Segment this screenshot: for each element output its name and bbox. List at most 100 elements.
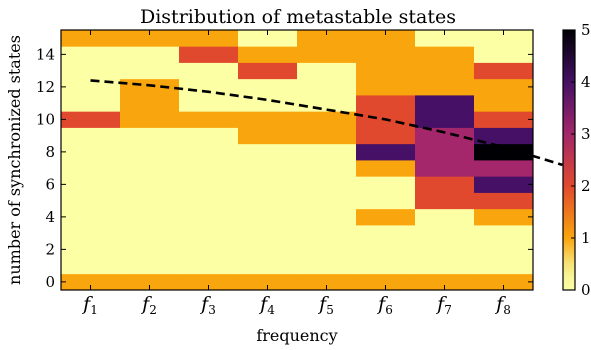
heatmap-cell [238, 30, 298, 47]
heatmap-cell [297, 241, 357, 258]
heatmap-cell [356, 160, 416, 177]
heatmap-cell [415, 78, 475, 96]
heatmap-cell [61, 46, 121, 63]
heatmap-cell [474, 62, 534, 80]
heatmap-cell [474, 30, 534, 47]
y-axis-label: number of synchronized states [5, 35, 24, 285]
heatmap-cell [474, 208, 534, 226]
x-tick-label: f1 [81, 293, 98, 317]
heatmap-cell [297, 160, 357, 177]
heatmap-cell [238, 78, 298, 96]
heatmap-cell [238, 192, 298, 210]
heatmap-cell [61, 160, 121, 177]
heatmap-cell [297, 143, 357, 161]
heatmap-cell [356, 241, 416, 258]
x-tick-label: f2 [140, 293, 157, 317]
x-tick-label: f8 [494, 293, 511, 317]
heatmap-cell [415, 225, 475, 242]
heatmap-cell [356, 143, 416, 161]
heatmap-cell [238, 111, 298, 128]
heatmap-cell [179, 241, 239, 258]
y-tick-label: 10 [36, 110, 55, 128]
heatmap-cell [61, 208, 121, 226]
heatmap-cell [120, 257, 180, 275]
heatmap-cell [415, 273, 475, 291]
heatmap-cell [179, 46, 239, 63]
heatmap-cell [356, 78, 416, 96]
heatmap-cell [297, 176, 357, 193]
heatmap-cell [61, 30, 121, 47]
heatmap-cell [238, 143, 298, 161]
heatmap-cell [120, 192, 180, 210]
heatmap-cell [179, 143, 239, 161]
heatmap-cell [120, 127, 180, 145]
heatmap-cell [474, 176, 534, 193]
heatmap-cell [297, 78, 357, 96]
colorbar-ticks: 0 1 2 3 4 5 [571, 21, 591, 299]
y-tick-label: 8 [45, 143, 55, 161]
heatmap-cell [120, 95, 180, 112]
heatmap-cell [179, 225, 239, 242]
heatmap-cell [474, 95, 534, 112]
heatmap-cell [120, 241, 180, 258]
heatmap-cell [120, 30, 180, 47]
heatmap-cell [238, 257, 298, 275]
heatmap-cell [179, 257, 239, 275]
heatmap-cells [61, 30, 534, 291]
y-axis-ticks: 0 2 4 6 8 10 12 14 [36, 45, 533, 291]
heatmap-cell [297, 257, 357, 275]
heatmap-cell [61, 127, 121, 145]
heatmap-cell [238, 176, 298, 193]
heatmap-cell [61, 95, 121, 112]
heatmap-cell [356, 46, 416, 63]
heatmap-cell [474, 192, 534, 210]
heatmap-cell [415, 95, 475, 112]
heatmap-cell [415, 257, 475, 275]
heatmap-cell [415, 208, 475, 226]
heatmap-cell [474, 46, 534, 63]
x-axis-label: frequency [256, 326, 337, 345]
heatmap-cell [120, 143, 180, 161]
heatmap-cell [474, 111, 534, 128]
heatmap-cell [297, 95, 357, 112]
y-tick-label: 14 [36, 45, 55, 63]
heatmap-cell [238, 46, 298, 63]
x-axis-ticks: f1 f2 f3 f4 f5 f6 f7 f8 [81, 30, 511, 317]
trend-line [90, 79, 563, 167]
heatmap-cell [238, 127, 298, 145]
heatmap-cell [179, 176, 239, 193]
heatmap-cell [474, 78, 534, 96]
heatmap-cell [297, 46, 357, 63]
x-tick-label: f3 [199, 293, 216, 317]
heatmap-cell [238, 160, 298, 177]
heatmap-cell [179, 160, 239, 177]
heatmap-cell [356, 208, 416, 226]
heatmap-cell [356, 95, 416, 112]
heatmap-cell [415, 192, 475, 210]
heatmap-cell [356, 192, 416, 210]
heatmap-cell [415, 62, 475, 80]
colorbar-tick-label: 4 [581, 73, 591, 91]
heatmap-cell [120, 78, 180, 96]
heatmap-cell [61, 143, 121, 161]
heatmap-cell [297, 62, 357, 80]
heatmap-cell [238, 62, 298, 80]
heatmap-cell [415, 143, 475, 161]
x-tick-label: f7 [435, 293, 452, 317]
plot-frame [60, 29, 534, 291]
heatmap-cell [179, 208, 239, 226]
heatmap-cell [238, 241, 298, 258]
heatmap-cell [179, 111, 239, 128]
colorbar [562, 29, 576, 291]
heatmap-cell [61, 225, 121, 242]
heatmap-cell [120, 225, 180, 242]
heatmap-cell [120, 176, 180, 193]
heatmap-cell [179, 273, 239, 291]
heatmap-cell [238, 95, 298, 112]
colorbar-tick-label: 2 [581, 177, 591, 195]
heatmap-cell [415, 241, 475, 258]
heatmap-cell [474, 127, 534, 145]
y-tick-label: 4 [45, 208, 55, 226]
y-tick-label: 12 [36, 78, 55, 96]
